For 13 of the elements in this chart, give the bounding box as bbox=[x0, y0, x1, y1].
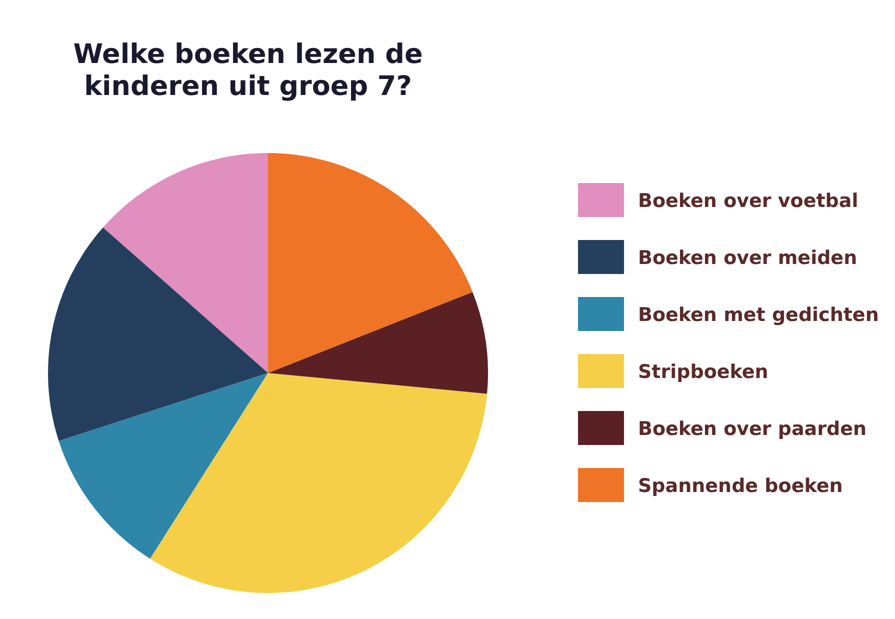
chart-title: Welke boeken lezen de kinderen uit groep 7? bbox=[73, 39, 423, 102]
pie-slice bbox=[48, 228, 268, 441]
legend-label: Boeken over voetbal bbox=[638, 190, 858, 212]
pie-slice bbox=[102, 153, 268, 373]
pie-slice bbox=[150, 373, 488, 593]
legend-label: Stripboeken bbox=[638, 361, 768, 383]
pie-slice bbox=[268, 153, 473, 373]
legend-label: Boeken over meiden bbox=[638, 247, 858, 269]
pie-slice bbox=[268, 292, 488, 394]
legend-label: Boeken met gedichten bbox=[638, 304, 879, 326]
legend-label: Boeken over paarden bbox=[638, 418, 867, 440]
pie-slice bbox=[58, 373, 268, 559]
legend-label: Spannende boeken bbox=[638, 475, 843, 497]
